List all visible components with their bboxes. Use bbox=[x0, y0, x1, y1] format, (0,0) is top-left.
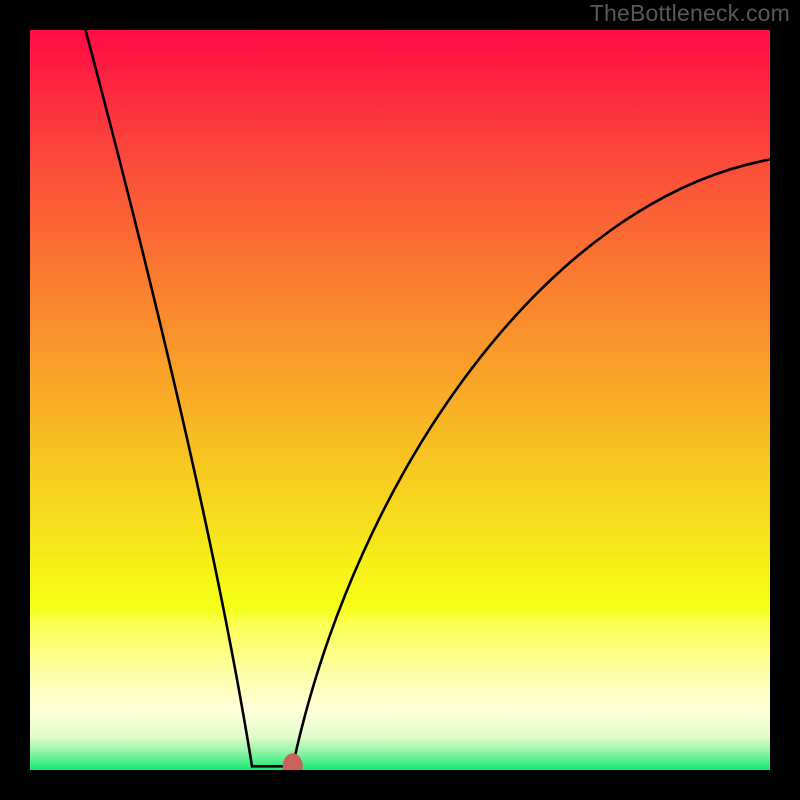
gradient-background bbox=[30, 30, 770, 770]
frame-border-right bbox=[770, 0, 800, 800]
bottleneck-chart bbox=[0, 0, 800, 800]
frame-border-bottom bbox=[0, 770, 800, 800]
watermark: TheBottleneck.com bbox=[590, 0, 790, 27]
frame-border-left bbox=[0, 0, 30, 800]
